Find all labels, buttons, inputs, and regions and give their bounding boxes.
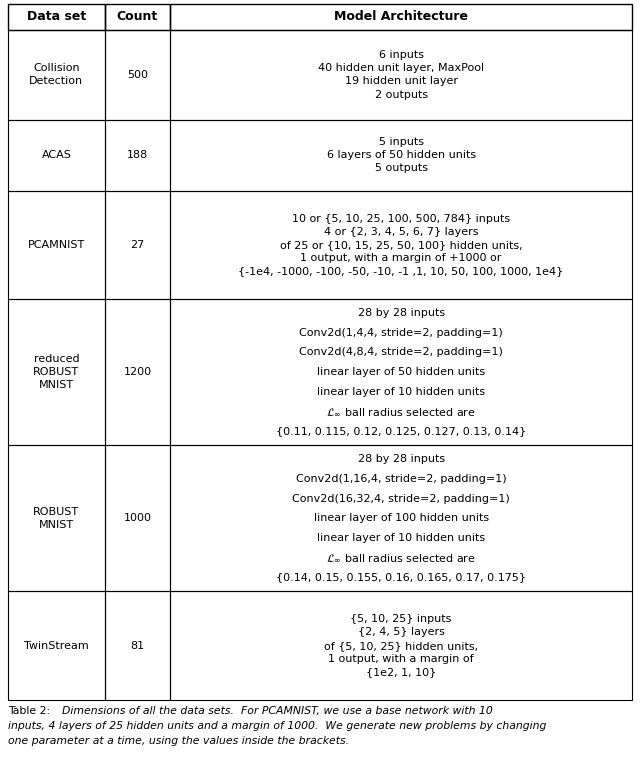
Text: 188: 188 [127,150,148,160]
Text: Conv2d(4,8,4, stride=2, padding=1): Conv2d(4,8,4, stride=2, padding=1) [299,348,503,357]
Text: {0.14, 0.15, 0.155, 0.16, 0.165, 0.17, 0.175}: {0.14, 0.15, 0.155, 0.16, 0.165, 0.17, 0… [276,572,526,583]
Bar [105,120,170,191]
Bar [105,446,170,591]
Bar [170,591,632,700]
Bar [170,299,632,446]
Bar [170,446,632,591]
Text: 1000: 1000 [124,513,152,523]
Bar [8,191,105,299]
Bar [105,30,170,120]
Bar [8,446,105,591]
Text: 28 by 28 inputs: 28 by 28 inputs [358,308,445,318]
Text: 5 inputs
6 layers of 50 hidden units
5 outputs: 5 inputs 6 layers of 50 hidden units 5 o… [326,137,476,173]
Text: inputs, 4 layers of 25 hidden units and a margin of 1000.  We generate new probl: inputs, 4 layers of 25 hidden units and … [8,721,547,731]
Text: linear layer of 50 hidden units: linear layer of 50 hidden units [317,367,485,377]
Text: {0.11, 0.115, 0.12, 0.125, 0.127, 0.13, 0.14}: {0.11, 0.115, 0.12, 0.125, 0.127, 0.13, … [276,427,526,436]
Text: 10 or {5, 10, 25, 100, 500, 784} inputs
4 or {2, 3, 4, 5, 6, 7} layers
of 25 or : 10 or {5, 10, 25, 100, 500, 784} inputs … [239,213,564,276]
Text: 81: 81 [131,641,145,650]
Text: linear layer of 10 hidden units: linear layer of 10 hidden units [317,387,485,397]
Bar [105,591,170,700]
Text: 27: 27 [131,240,145,250]
Bar [8,4,105,30]
Text: linear layer of 100 hidden units: linear layer of 100 hidden units [314,513,489,523]
Bar [170,120,632,191]
Bar [105,4,170,30]
Text: $\mathcal{L}_\infty$ ball radius selected are: $\mathcal{L}_\infty$ ball radius selecte… [326,552,476,564]
Text: Model Architecture: Model Architecture [334,11,468,24]
Bar [170,30,632,120]
Text: PCAMNIST: PCAMNIST [28,240,85,250]
Bar [8,30,105,120]
Bar [8,299,105,446]
Text: 28 by 28 inputs: 28 by 28 inputs [358,454,445,464]
Text: Collision
Detection: Collision Detection [29,63,83,87]
Bar [170,4,632,30]
Text: linear layer of 10 hidden units: linear layer of 10 hidden units [317,533,485,543]
Bar [8,591,105,700]
Text: ROBUST
MNIST: ROBUST MNIST [33,507,79,530]
Text: Dimensions of all the data sets.  For PCAMNIST, we use a base network with 10: Dimensions of all the data sets. For PCA… [62,706,493,716]
Bar [105,299,170,446]
Text: 6 inputs
40 hidden unit layer, MaxPool
19 hidden unit layer
2 outputs: 6 inputs 40 hidden unit layer, MaxPool 1… [318,50,484,99]
Text: Data set: Data set [27,11,86,24]
Text: 1200: 1200 [124,367,152,377]
Text: reduced
ROBUST
MNIST: reduced ROBUST MNIST [33,354,79,390]
Text: Conv2d(1,16,4, stride=2, padding=1): Conv2d(1,16,4, stride=2, padding=1) [296,474,506,483]
Text: ACAS: ACAS [42,150,71,160]
Bar [8,120,105,191]
Text: Table 2:: Table 2: [8,706,57,716]
Bar [170,191,632,299]
Text: $\mathcal{L}_\infty$ ball radius selected are: $\mathcal{L}_\infty$ ball radius selecte… [326,406,476,417]
Text: one parameter at a time, using the values inside the brackets.: one parameter at a time, using the value… [8,735,349,746]
Text: Conv2d(16,32,4, stride=2, padding=1): Conv2d(16,32,4, stride=2, padding=1) [292,493,510,503]
Bar [105,191,170,299]
Text: 500: 500 [127,70,148,80]
Text: TwinStream: TwinStream [24,641,89,650]
Text: Conv2d(1,4,4, stride=2, padding=1): Conv2d(1,4,4, stride=2, padding=1) [300,328,503,338]
Text: Count: Count [117,11,158,24]
Text: {5, 10, 25} inputs
{2, 4, 5} layers
of {5, 10, 25} hidden units,
1 output, with : {5, 10, 25} inputs {2, 4, 5} layers of {… [324,614,478,677]
